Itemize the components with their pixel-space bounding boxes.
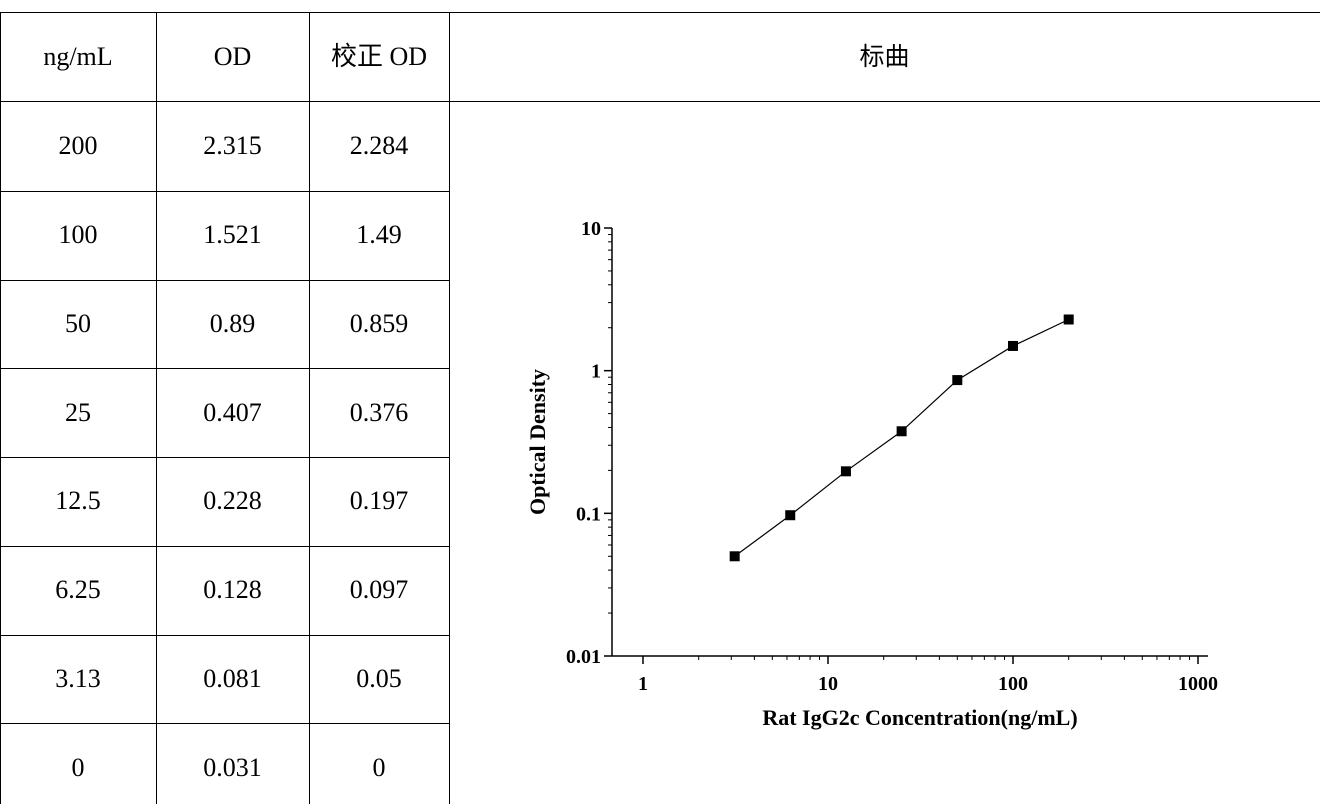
y-tick-label: 0.01 — [566, 646, 601, 668]
od-cell: 0.081 — [203, 663, 262, 693]
row-divider — [0, 457, 449, 458]
concentration-cell: 6.25 — [55, 575, 101, 605]
x-tick-label: 1000 — [1178, 673, 1218, 695]
data-point — [729, 551, 740, 562]
header-corrected-od: 校正 OD — [330, 41, 428, 71]
chart-series — [729, 314, 1074, 562]
concentration-cell: 25 — [65, 397, 91, 427]
header-bottom-border — [0, 101, 1320, 102]
od-cell: 0.031 — [203, 752, 262, 782]
y-tick-label: 1 — [591, 361, 601, 383]
col-divider-3 — [449, 12, 450, 804]
concentration-cell: 100 — [58, 220, 98, 250]
row-divider — [0, 280, 449, 281]
row-divider — [0, 635, 449, 636]
od-cell: 0.228 — [203, 486, 262, 516]
y-tick-label: 0.1 — [576, 503, 601, 525]
concentration-cell: 0 — [71, 752, 85, 782]
row-divider — [0, 723, 449, 724]
y-axis-title: Optical Density — [525, 369, 550, 515]
x-tick-label: 100 — [998, 673, 1028, 695]
data-point — [896, 426, 907, 437]
corrected-od-cell: 1.49 — [356, 220, 402, 250]
row-divider — [0, 546, 449, 547]
data-point — [785, 510, 796, 521]
data-point — [840, 466, 851, 477]
concentration-cell: 200 — [58, 131, 98, 161]
x-tick-label: 1 — [638, 673, 648, 695]
table-left-border — [0, 12, 1, 804]
data-point — [1063, 314, 1074, 325]
od-cell: 1.521 — [203, 220, 262, 250]
header-concentration: ng/mL — [43, 41, 113, 71]
corrected-od-cell: 2.284 — [349, 131, 409, 161]
concentration-cell: 12.5 — [55, 486, 101, 516]
col-divider-1 — [156, 12, 157, 804]
chart-axes: 0.01 0.1 1 10 1 10 100 1000 — [566, 218, 1218, 695]
concentration-cell: 50 — [65, 308, 91, 338]
series-line — [734, 318, 1069, 557]
table-top-border — [0, 12, 1320, 13]
header-od: OD — [213, 41, 252, 71]
corrected-od-cell: 0.05 — [356, 663, 402, 693]
corrected-od-cell: 0.097 — [349, 575, 409, 605]
corrected-od-cell: 0.376 — [349, 397, 409, 427]
concentration-cell: 3.13 — [55, 663, 101, 693]
row-divider — [0, 368, 449, 369]
standard-curve-chart: 0.01 0.1 1 10 1 10 100 1000 Optical Density Rat… — [525, 218, 1218, 730]
od-cell: 0.89 — [209, 308, 256, 338]
od-cell: 2.315 — [203, 131, 262, 161]
x-axis-title: Rat IgG2c Concentration(ng/mL) — [762, 705, 1077, 730]
panel-title: 标曲 — [859, 42, 910, 71]
x-tick-label: 10 — [818, 673, 838, 695]
col-divider-2 — [309, 12, 310, 804]
od-cell: 0.128 — [203, 575, 262, 605]
corrected-od-cell: 0.197 — [349, 486, 409, 516]
corrected-od-cell: 0.859 — [349, 308, 409, 338]
y-tick-label: 10 — [581, 218, 601, 240]
row-divider — [0, 191, 449, 192]
data-point — [1008, 340, 1018, 351]
data-point — [952, 375, 963, 386]
corrected-od-cell: 0 — [372, 752, 386, 782]
od-cell: 0.407 — [203, 397, 262, 427]
